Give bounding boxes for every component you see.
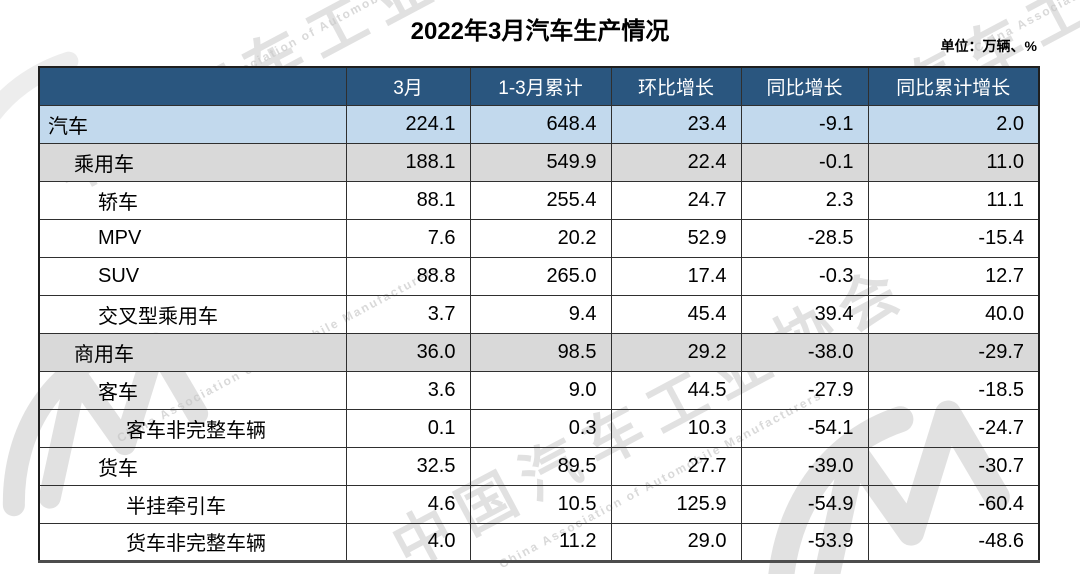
row-label: 货车	[38, 446, 347, 486]
table-row: MPV 7.6 20.2 52.9 -28.5 -15.4	[38, 218, 1040, 258]
value-cell: 9.0	[469, 370, 612, 410]
table-row: 交叉型乘用车 3.7 9.4 45.4 39.4 40.0	[38, 294, 1040, 334]
value-cell: 22.4	[610, 142, 742, 182]
value-cell: 10.5	[469, 484, 612, 524]
value-cell: -48.6	[867, 522, 1040, 562]
value-cell: -53.9	[740, 522, 869, 562]
value-cell: 20.2	[469, 218, 612, 258]
value-cell: -54.9	[740, 484, 869, 524]
table-row: 货车非完整车辆 4.0 11.2 29.0 -53.9 -48.6	[38, 522, 1040, 562]
value-cell: -9.1	[740, 104, 869, 144]
value-cell: 44.5	[610, 370, 742, 410]
value-cell: -0.1	[740, 142, 869, 182]
table-row: 商用车 36.0 98.5 29.2 -38.0 -29.7	[38, 332, 1040, 372]
table-row: 客车非完整车辆 0.1 0.3 10.3 -54.1 -24.7	[38, 408, 1040, 448]
column-header-yoy-cumulative-growth: 同比累计增长	[867, 66, 1040, 106]
value-cell: 9.4	[469, 294, 612, 334]
table-row: 汽车 224.1 648.4 23.4 -9.1 2.0	[38, 104, 1040, 144]
column-header-mom-growth: 环比增长	[610, 66, 742, 106]
value-cell: 23.4	[610, 104, 742, 144]
value-cell: 32.5	[345, 446, 471, 486]
value-cell: 265.0	[469, 256, 612, 296]
value-cell: -0.3	[740, 256, 869, 296]
row-label: 客车非完整车辆	[38, 408, 347, 448]
value-cell: 7.6	[345, 218, 471, 258]
table-header-row: 3月 1-3月累计 环比增长 同比增长 同比累计增长	[38, 66, 1040, 106]
table-row: 轿车 88.1 255.4 24.7 2.3 11.1	[38, 180, 1040, 220]
table-row: 乘用车 188.1 549.9 22.4 -0.1 11.0	[38, 142, 1040, 182]
value-cell: -60.4	[867, 484, 1040, 524]
page-title: 2022年3月汽车生产情况	[410, 18, 670, 45]
value-cell: -15.4	[867, 218, 1040, 258]
column-header-yoy-growth: 同比增长	[740, 66, 869, 106]
value-cell: 88.8	[345, 256, 471, 296]
value-cell: 40.0	[867, 294, 1040, 334]
value-cell: -29.7	[867, 332, 1040, 372]
value-cell: 29.0	[610, 522, 742, 562]
value-cell: 0.1	[345, 408, 471, 448]
row-label: 商用车	[38, 332, 347, 372]
value-cell: 2.3	[740, 180, 869, 220]
value-cell: 98.5	[469, 332, 612, 372]
value-cell: 12.7	[867, 256, 1040, 296]
row-label: SUV	[38, 256, 347, 296]
value-cell: 3.7	[345, 294, 471, 334]
row-label: MPV	[38, 218, 347, 258]
table-body: 汽车 224.1 648.4 23.4 -9.1 2.0 乘用车 188.1 549.9 22.4…	[38, 104, 1040, 562]
table-row: 客车 3.6 9.0 44.5 -27.9 -18.5	[38, 370, 1040, 410]
row-label: 汽车	[38, 104, 347, 144]
value-cell: -30.7	[867, 446, 1040, 486]
value-cell: 17.4	[610, 256, 742, 296]
row-label: 半挂牵引车	[38, 484, 347, 524]
value-cell: -54.1	[740, 408, 869, 448]
unit-label: 单位：万辆、%	[940, 38, 1037, 54]
value-cell: 4.0	[345, 522, 471, 562]
row-label: 客车	[38, 370, 347, 410]
row-label: 货车非完整车辆	[38, 522, 347, 562]
value-cell: 11.1	[867, 180, 1040, 220]
value-cell: 45.4	[610, 294, 742, 334]
table-row: SUV 88.8 265.0 17.4 -0.3 12.7	[38, 256, 1040, 296]
value-cell: 36.0	[345, 332, 471, 372]
value-cell: 255.4	[469, 180, 612, 220]
column-header-category	[38, 66, 347, 106]
value-cell: 88.1	[345, 180, 471, 220]
row-label: 交叉型乘用车	[38, 294, 347, 334]
value-cell: 125.9	[610, 484, 742, 524]
column-header-month: 3月	[345, 66, 471, 106]
value-cell: 89.5	[469, 446, 612, 486]
table-row: 半挂牵引车 4.6 10.5 125.9 -54.9 -60.4	[38, 484, 1040, 524]
value-cell: 11.2	[469, 522, 612, 562]
value-cell: 10.3	[610, 408, 742, 448]
value-cell: 4.6	[345, 484, 471, 524]
value-cell: -27.9	[740, 370, 869, 410]
value-cell: 648.4	[469, 104, 612, 144]
value-cell: 0.3	[469, 408, 612, 448]
value-cell: 27.7	[610, 446, 742, 486]
column-header-cumulative: 1-3月累计	[469, 66, 612, 106]
row-label: 乘用车	[38, 142, 347, 182]
value-cell: -24.7	[867, 408, 1040, 448]
value-cell: 3.6	[345, 370, 471, 410]
value-cell: 52.9	[610, 218, 742, 258]
value-cell: -39.0	[740, 446, 869, 486]
value-cell: 224.1	[345, 104, 471, 144]
value-cell: 2.0	[867, 104, 1040, 144]
table-row: 货车 32.5 89.5 27.7 -39.0 -30.7	[38, 446, 1040, 486]
value-cell: -18.5	[867, 370, 1040, 410]
value-cell: 549.9	[469, 142, 612, 182]
row-label: 轿车	[38, 180, 347, 220]
value-cell: 11.0	[867, 142, 1040, 182]
value-cell: 29.2	[610, 332, 742, 372]
value-cell: 39.4	[740, 294, 869, 334]
value-cell: -28.5	[740, 218, 869, 258]
value-cell: -38.0	[740, 332, 869, 372]
value-cell: 188.1	[345, 142, 471, 182]
value-cell: 24.7	[610, 180, 742, 220]
production-table: 3月 1-3月累计 环比增长 同比增长 同比累计增长 汽车 224.1 648.4 2…	[38, 66, 1040, 563]
